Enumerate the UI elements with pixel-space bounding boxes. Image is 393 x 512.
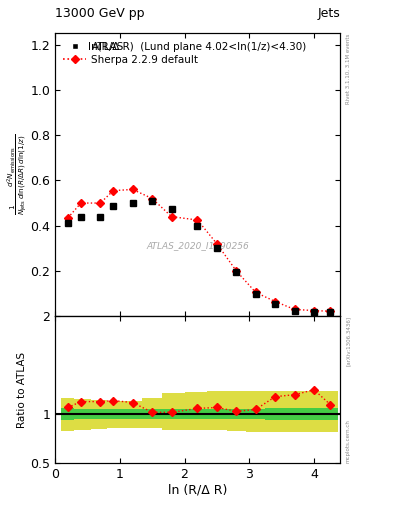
ATLAS: [66, 220, 70, 226]
ATLAS: [215, 245, 219, 251]
ATLAS: [328, 309, 332, 315]
ATLAS: [312, 309, 316, 315]
Text: ln(R/Δ R)  (Lund plane 4.02<ln(1/z)<4.30): ln(R/Δ R) (Lund plane 4.02<ln(1/z)<4.30): [88, 42, 307, 52]
ATLAS: [273, 301, 277, 307]
Legend: ATLAS, Sherpa 2.2.9 default: ATLAS, Sherpa 2.2.9 default: [60, 38, 202, 68]
Text: ATLAS_2020_I1790256: ATLAS_2020_I1790256: [146, 241, 249, 250]
Y-axis label: Ratio to ATLAS: Ratio to ATLAS: [17, 352, 28, 428]
X-axis label: ln (R/Δ R): ln (R/Δ R): [168, 484, 227, 497]
Text: [arXiv:1306.3436]: [arXiv:1306.3436]: [346, 316, 351, 366]
ATLAS: [234, 269, 239, 275]
Text: mcplots.cern.ch: mcplots.cern.ch: [346, 419, 351, 463]
ATLAS: [130, 200, 135, 206]
ATLAS: [195, 223, 200, 229]
Text: 13000 GeV pp: 13000 GeV pp: [55, 8, 145, 20]
ATLAS: [292, 308, 297, 314]
ATLAS: [79, 214, 83, 220]
Y-axis label: $\frac{1}{N_\mathrm{jets}}\frac{d^2 N_\mathrm{emissions}}{d\ln(R/\Delta R)\,d\ln: $\frac{1}{N_\mathrm{jets}}\frac{d^2 N_\m…: [6, 134, 29, 216]
Text: Jets: Jets: [317, 8, 340, 20]
ATLAS: [111, 203, 116, 209]
ATLAS: [98, 214, 103, 220]
Line: ATLAS: ATLAS: [64, 197, 334, 315]
Text: Rivet 3.1.10, 3.1M events: Rivet 3.1.10, 3.1M events: [346, 33, 351, 103]
ATLAS: [253, 290, 258, 296]
ATLAS: [169, 206, 174, 212]
ATLAS: [150, 198, 154, 204]
